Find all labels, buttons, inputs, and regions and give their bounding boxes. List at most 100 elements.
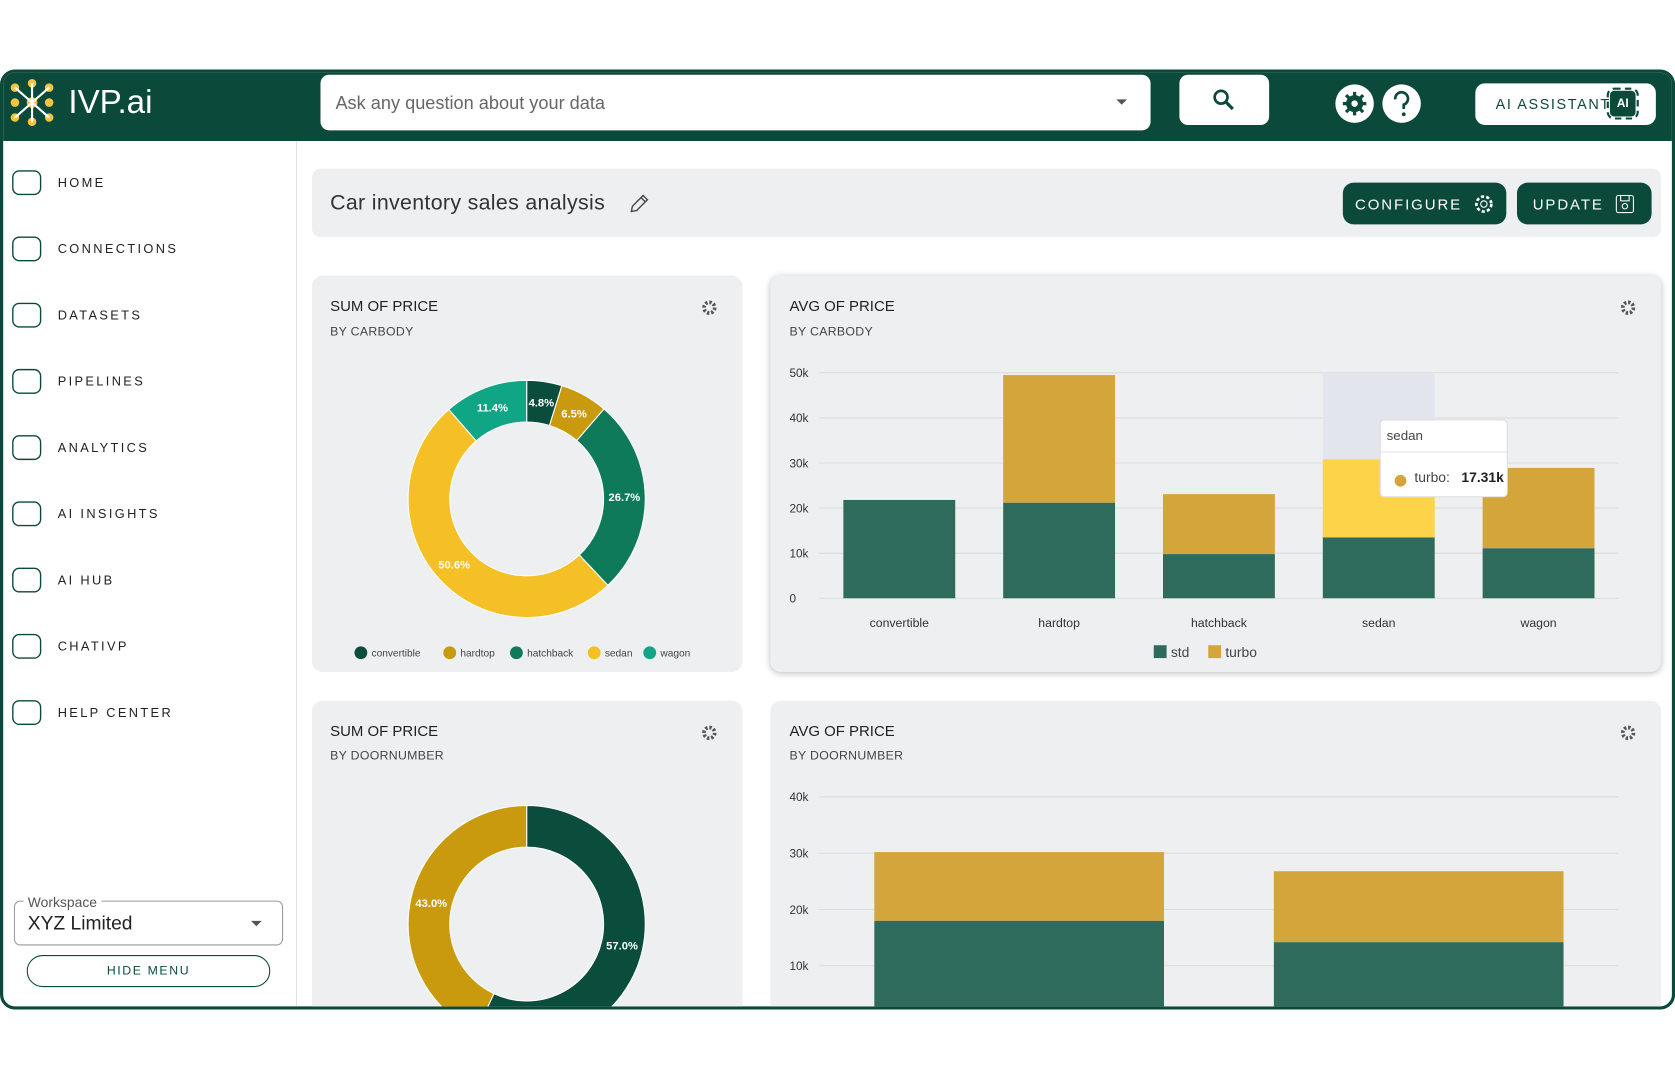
legend-marker xyxy=(510,646,523,660)
x-tick-label: sedan xyxy=(1362,616,1396,630)
menu-item[interactable]: CHATIVP xyxy=(57,638,129,654)
tooltip-marker xyxy=(1394,474,1407,487)
menu-item[interactable]: DATASETS xyxy=(57,307,143,323)
legend-label: sedan xyxy=(605,648,633,659)
bar-segment xyxy=(874,920,1164,1007)
ai-assistant-label: AI ASSISTANT xyxy=(1495,96,1611,113)
workspace-value: XYZ Limited xyxy=(27,912,133,934)
panel-subtitle: BY CARBODY xyxy=(789,325,874,339)
logo-text: IVP.ai xyxy=(68,83,153,121)
slice-label: 26.7% xyxy=(609,492,641,504)
menu-item[interactable]: HELP CENTER xyxy=(57,705,174,721)
icon-shape xyxy=(12,435,42,461)
icon-shape xyxy=(12,633,42,659)
tooltip-title: sedan xyxy=(1387,428,1423,443)
panel-title: SUM OF PRICE xyxy=(330,722,439,740)
bar-segment xyxy=(1162,554,1275,599)
charts: 4.8% 6.5% 26.7% 50.6% 11.4% convertible hardto… xyxy=(354,300,1636,1007)
legend-label: convertible xyxy=(372,648,421,659)
menu-icon xyxy=(12,368,42,394)
slice-label: 11.4% xyxy=(477,403,508,415)
configure-button[interactable]: CONFIGURE xyxy=(1342,182,1507,225)
slice-label: 50.6% xyxy=(438,560,470,572)
y-tick-label: 10k xyxy=(789,547,808,560)
tooltip-box xyxy=(1379,419,1508,498)
search-button[interactable] xyxy=(1179,74,1270,125)
panel-title: SUM OF PRICE xyxy=(330,296,439,315)
y-tick-label: 20k xyxy=(789,502,808,515)
menu-icon xyxy=(12,501,42,527)
donut-slice xyxy=(407,408,609,618)
menu-item[interactable]: PIPELINES xyxy=(57,373,146,389)
sidebar-divider xyxy=(295,141,297,1007)
menu-item[interactable]: HOME xyxy=(57,175,106,191)
menu-item[interactable]: AI INSIGHTS xyxy=(57,506,160,522)
legend-marker xyxy=(354,646,368,660)
legend-marker xyxy=(587,646,601,660)
x-tick-label: hatchback xyxy=(1191,616,1248,630)
legend-marker xyxy=(443,646,457,660)
logo-icon xyxy=(10,79,54,127)
chart: 4.8% 6.5% 26.7% 50.6% 11.4% convertible hardto… xyxy=(354,379,690,660)
y-tick-label: 30k xyxy=(789,457,808,470)
y-tick-label: 10k xyxy=(789,960,808,973)
menu-item[interactable]: AI HUB xyxy=(57,572,115,588)
header-icons[interactable] xyxy=(1334,83,1424,126)
menu-item[interactable]: CONNECTIONS xyxy=(57,241,179,257)
edit-icon[interactable] xyxy=(628,193,649,214)
slice-label: 57.0% xyxy=(606,941,638,953)
legend-label: turbo xyxy=(1225,644,1257,660)
chart: 57.0% 43.0% xyxy=(407,804,646,1007)
update-label: UPDATE xyxy=(1532,194,1604,213)
icon-shape xyxy=(12,170,42,196)
y-tick-label: 50k xyxy=(789,367,808,380)
slice-label: 4.8% xyxy=(529,398,555,410)
menu-icon xyxy=(12,170,42,196)
search-placeholder: Ask any question about your data xyxy=(335,92,606,114)
bar-segment xyxy=(843,499,956,599)
icon-shape xyxy=(12,368,42,394)
tooltip-series: turbo: xyxy=(1414,469,1449,485)
update-button[interactable]: UPDATE xyxy=(1516,182,1652,225)
bar-segment xyxy=(1003,502,1116,599)
menu-icon xyxy=(12,236,42,262)
app-frame: IVP.ai Ask any question about your data … xyxy=(0,69,1675,1010)
icon-shape xyxy=(12,700,42,726)
y-tick-label: 20k xyxy=(789,904,808,917)
tooltip-value: 17.31k xyxy=(1461,469,1504,485)
gear-icon xyxy=(1620,725,1636,741)
gear-icon xyxy=(1620,300,1636,315)
slice-label: 6.5% xyxy=(561,409,587,421)
dropdown-caret xyxy=(251,920,262,927)
bar-segment xyxy=(874,852,1164,921)
menu-item[interactable]: ANALYTICS xyxy=(57,440,150,456)
slice-label: 43.0% xyxy=(415,898,447,910)
gear-icon xyxy=(1474,194,1493,213)
panel xyxy=(311,700,743,1007)
ai-assistant-button[interactable]: AI ASSISTANT AI xyxy=(1475,83,1656,125)
search-box[interactable]: Ask any question about your data xyxy=(320,74,1151,131)
configure-label: CONFIGURE xyxy=(1355,194,1463,213)
y-tick-label: 40k xyxy=(789,791,808,804)
donut-slice xyxy=(487,804,646,1007)
bar-segment xyxy=(1003,375,1116,503)
bar-segment xyxy=(1482,548,1595,599)
app: IVP.ai Ask any question about your data … xyxy=(3,72,1672,1007)
chart: 10k 20k 30k 40k xyxy=(789,791,1619,1007)
x-tick-label: wagon xyxy=(1519,616,1556,630)
legend-label: wagon xyxy=(659,648,690,659)
panel-title: AVG OF PRICE xyxy=(789,296,895,315)
icon-shape xyxy=(12,567,42,593)
workspace-select[interactable]: XYZ Limited xyxy=(13,900,284,946)
dashboard-title: Car inventory sales analysis xyxy=(330,191,606,215)
panel-subtitle: BY DOORNUMBER xyxy=(330,749,444,763)
hide-menu-button[interactable]: HIDE MENU xyxy=(26,955,271,988)
legend-marker xyxy=(1153,645,1167,659)
panel-subtitle: BY DOORNUMBER xyxy=(789,749,904,763)
chart: 0 10k 20k 30k 40k 50k convertible hardtop hatchb… xyxy=(789,367,1619,660)
workspace-label: Workspace xyxy=(23,894,102,911)
bar-segment xyxy=(1322,537,1435,599)
y-tick-label: 40k xyxy=(789,412,808,425)
legend-marker xyxy=(643,646,657,660)
